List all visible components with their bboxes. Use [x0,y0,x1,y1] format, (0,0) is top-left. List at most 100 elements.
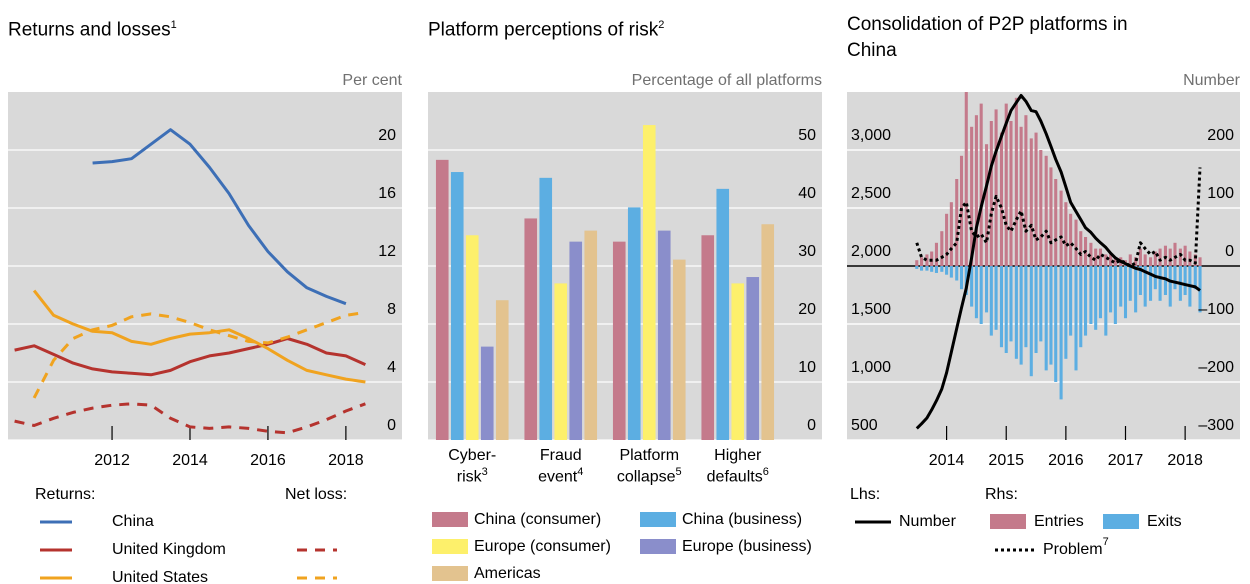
title-text: Returns and losses [8,19,171,41]
axis-unit: Number [1183,72,1241,89]
bar [1149,257,1153,266]
bar [1098,248,1102,266]
legend-title: Net loss: [285,486,347,503]
bar [970,266,974,307]
x-tick-label: 2016 [1048,452,1084,469]
bar [955,179,959,266]
bar [955,266,959,281]
category-note: 4 [577,466,584,478]
bar [627,207,641,440]
x-tick-label: 2014 [172,452,208,469]
bar [1089,242,1093,266]
bar [1054,179,1058,266]
bar [1009,266,1013,342]
bar [945,266,949,275]
bar [999,266,1003,348]
bar [1163,266,1167,295]
bar [940,231,944,266]
y-tick-label: 0 [807,417,816,434]
legend-swatch [432,566,468,581]
bar [524,218,538,440]
bar [1134,266,1138,313]
legend-label: Europe (business) [682,538,812,555]
bar [1143,254,1147,266]
legend-label: United Kingdom [112,541,226,558]
legend-swatch [1103,514,1139,529]
bar [1119,266,1123,307]
bar [1113,257,1117,266]
bar [1084,266,1088,336]
legend-title: Returns: [35,486,95,503]
bar [985,266,989,313]
y-tick-label: 10 [798,359,816,376]
bar [1094,248,1098,266]
category-text: Fraud event [538,447,582,486]
bar [1059,266,1063,400]
title-text: Consolidation of P2P platforms in China [847,14,1128,61]
bar [1034,132,1038,266]
category-note: 3 [481,466,488,478]
legend-label: China [112,513,154,530]
legend-note: 7 [1103,536,1109,548]
axis-unit: Per cent [342,72,402,89]
bar [915,260,919,266]
legend-title: Lhs: [850,486,880,503]
bar [999,132,1003,266]
bar [539,177,553,440]
y-tick-label: 30 [798,243,816,260]
y-tick-label: –100 [1198,301,1234,318]
y-tick-label: 500 [851,417,878,434]
bar [1089,266,1093,324]
bar [554,283,568,440]
bar [612,241,626,440]
bar [934,266,938,273]
legend-label: Europe (consumer) [474,538,611,555]
category-label: Fraud event4 [526,447,596,485]
bar [949,202,953,266]
bar [569,241,583,440]
bar [1049,167,1053,266]
bar [495,300,509,440]
bar [959,266,964,290]
x-tick-label: 2018 [328,452,364,469]
bar [1064,202,1068,266]
bar [989,121,993,266]
bar [934,242,938,266]
x-tick-label: 2016 [250,452,286,469]
title-text: Platform perceptions of risk [428,19,659,41]
bar [994,266,998,330]
returns-line [32,289,366,384]
legend-label: China (business) [682,511,802,528]
bar [1004,103,1008,266]
x-tick-label: 2018 [1167,452,1203,469]
bar [1134,257,1138,266]
legend-swatch [640,512,676,527]
bar [1049,266,1053,365]
bar [1183,266,1187,295]
bar [979,103,983,266]
bar [1029,266,1033,377]
category-text: Higher defaults [706,447,763,486]
bar [974,115,978,266]
bar [1138,248,1142,266]
bar [1149,266,1153,301]
bar [1198,257,1202,266]
bar [925,266,929,271]
y-tick-label: 4 [387,359,396,376]
bar [450,172,464,441]
bar [672,259,686,440]
bar [1138,266,1142,295]
legend-label: China (consumer) [474,511,601,528]
legend-label: Americas [474,565,541,582]
chart-title: Platform perceptions of risk2 [428,12,818,43]
bar [970,126,974,266]
bar [1109,266,1113,313]
bar [920,266,924,271]
legend-label: Exits [1147,513,1182,530]
y-tick-label: 20 [378,127,396,144]
bar [920,257,924,266]
legend-swatch [640,539,676,554]
y-tick-label: 0 [387,417,396,434]
bar [1069,266,1073,336]
bar [1024,266,1028,348]
